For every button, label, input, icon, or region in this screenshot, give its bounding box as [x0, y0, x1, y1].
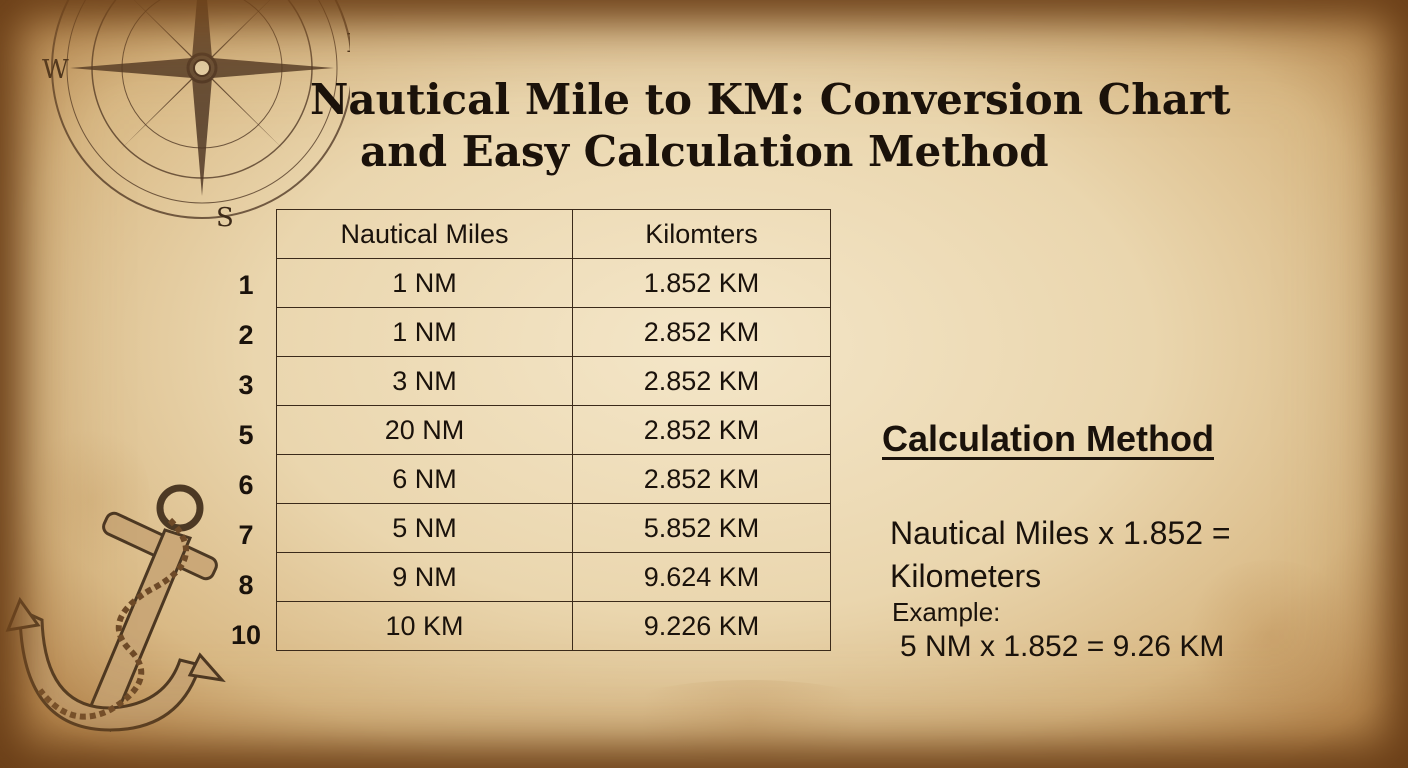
header-kilometers: Kilomters [572, 209, 831, 259]
km-cell: 9.624 KM [572, 552, 831, 602]
table-row: 20 NM 2.852 KM [276, 405, 831, 455]
formula-line-1: Nautical Miles x 1.852 = [890, 515, 1231, 551]
km-cell: 2.852 KM [572, 356, 831, 406]
nm-cell: 6 NM [276, 454, 573, 504]
km-cell: 1.852 KM [572, 258, 831, 308]
header-nautical-miles: Nautical Miles [276, 209, 573, 259]
table-row: 3 NM 2.852 KM [276, 356, 831, 406]
km-cell: 2.852 KM [572, 405, 831, 455]
row-number: 1 [238, 270, 254, 300]
table-row: 5 NM 5.852 KM [276, 503, 831, 553]
km-cell: 2.852 KM [572, 307, 831, 357]
title-line-1: Nautical Mile to KM: Conversion Chart [310, 75, 1231, 124]
nm-cell: 10 KM [276, 601, 573, 651]
nm-cell: 9 NM [276, 552, 573, 602]
nm-cell: 3 NM [276, 356, 573, 406]
row-number: 10 [230, 620, 262, 650]
table-row: 9 NM 9.624 KM [276, 552, 831, 602]
table-row: 6 NM 2.852 KM [276, 454, 831, 504]
nm-cell: 20 NM [276, 405, 573, 455]
conversion-formula: Nautical Miles x 1.852 = Kilometers [890, 512, 1231, 598]
table-header-row: Nautical Miles Kilomters [276, 209, 831, 259]
table-row: 1 NM 2.852 KM [276, 307, 831, 357]
table-row: 10 KM 9.226 KM [276, 601, 831, 651]
page-title: Nautical Mile to KM: Conversion Chart an… [300, 74, 1280, 178]
row-number: 3 [238, 370, 254, 400]
compass-west-label: W [42, 55, 69, 85]
nm-cell: 5 NM [276, 503, 573, 553]
table-row: 1 NM 1.852 KM [276, 258, 831, 308]
nm-cell: 1 NM [276, 307, 573, 357]
title-line-2: and Easy Calculation Method [360, 127, 1049, 176]
compass-east-label: E [346, 29, 350, 59]
nm-cell: 1 NM [276, 258, 573, 308]
compass-south-label: S [216, 203, 234, 230]
conversion-table: Nautical Miles Kilomters 1 NM 1.852 KM 1… [276, 209, 831, 651]
row-number: 2 [238, 320, 254, 350]
row-number: 5 [238, 420, 254, 450]
row-number-column: 1 2 3 5 6 7 8 10 [226, 260, 266, 660]
km-cell: 9.226 KM [572, 601, 831, 651]
km-cell: 5.852 KM [572, 503, 831, 553]
row-number: 8 [238, 570, 254, 600]
km-cell: 2.852 KM [572, 454, 831, 504]
formula-line-2: Kilometers [890, 558, 1042, 594]
compass-rose-icon: W E S [42, 0, 350, 230]
example-calculation: 5 NM x 1.852 = 9.26 KM [900, 630, 1225, 663]
calculation-method-heading: Calculation Method [882, 418, 1214, 459]
row-number: 6 [238, 470, 254, 500]
example-label: Example: [892, 597, 1001, 627]
row-number: 7 [238, 520, 254, 550]
anchor-icon [5, 484, 226, 732]
